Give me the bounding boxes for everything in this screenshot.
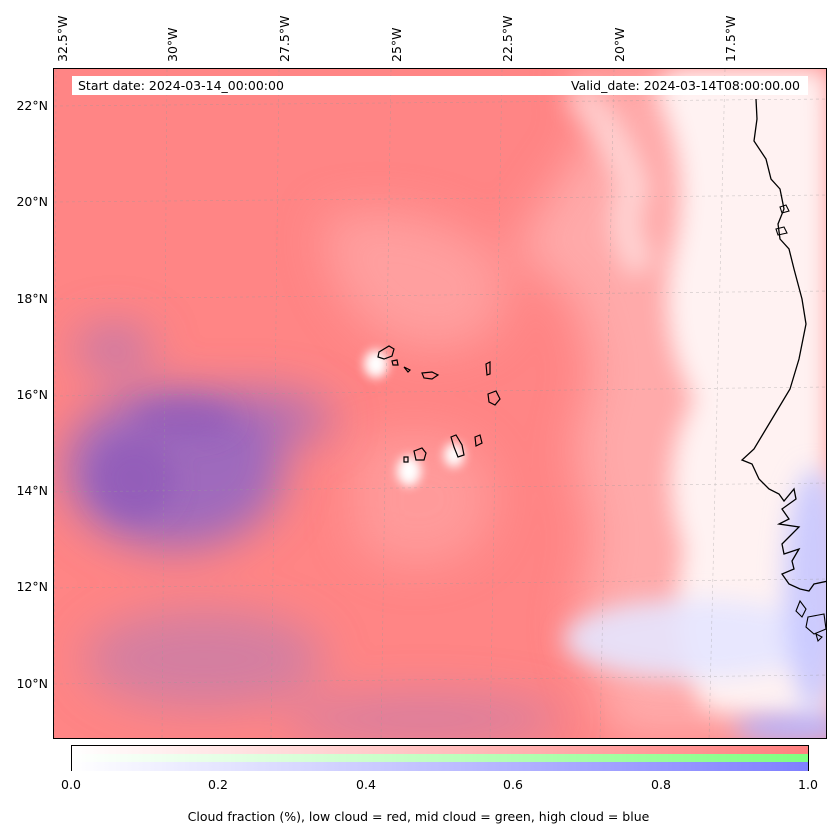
- lat-tick-label: 14°N: [16, 483, 48, 498]
- lat-tick-label: 12°N: [16, 579, 48, 594]
- cloud-fraction-map: [53, 68, 827, 739]
- colorbar-tick: 0.6: [503, 777, 523, 792]
- island-clear-wakes: [364, 350, 464, 486]
- africa-coastline: [740, 98, 826, 592]
- colorbar-tick: 1.0: [798, 777, 818, 792]
- graticule: [54, 69, 826, 738]
- lon-tick-label: 32.5°W: [55, 15, 70, 62]
- lon-tick-label: 30°W: [165, 27, 180, 62]
- colorbar-high-cloud: [72, 762, 808, 771]
- high-cloud-core: [94, 399, 234, 519]
- colorbar-tick: 0.0: [61, 777, 81, 792]
- lon-tick-label: 17.5°W: [723, 15, 738, 62]
- cape-verde-islands: [377, 345, 501, 463]
- africa-coastline-islands: [775, 204, 826, 643]
- lon-tick-label: 22.5°W: [500, 15, 515, 62]
- lat-tick-label: 20°N: [16, 194, 48, 209]
- colorbar-label: Cloud fraction (%), low cloud = red, mid…: [187, 809, 650, 824]
- colorbar-tick: 0.2: [208, 777, 228, 792]
- colorbar: [71, 745, 809, 771]
- colorbar-tick: 0.8: [651, 777, 671, 792]
- lat-tick-label: 22°N: [16, 98, 48, 113]
- valid-date-label: Valid_date: 2024-03-14T08:00:00.00: [570, 78, 800, 93]
- lat-tick-label: 10°N: [16, 676, 48, 691]
- colorbar-tick: 0.4: [356, 777, 376, 792]
- lat-tick-label: 16°N: [16, 387, 48, 402]
- lon-tick-label: 20°W: [612, 27, 627, 62]
- lon-tick-label: 27.5°W: [277, 15, 292, 62]
- date-info-bar: Start date: 2024-03-14_00:00:00 Valid_da…: [72, 76, 808, 95]
- lat-tick-label: 18°N: [16, 291, 48, 306]
- high-thin-cloud: [564, 469, 826, 738]
- lon-tick-label: 25°W: [389, 27, 404, 62]
- start-date-label: Start date: 2024-03-14_00:00:00: [78, 78, 284, 93]
